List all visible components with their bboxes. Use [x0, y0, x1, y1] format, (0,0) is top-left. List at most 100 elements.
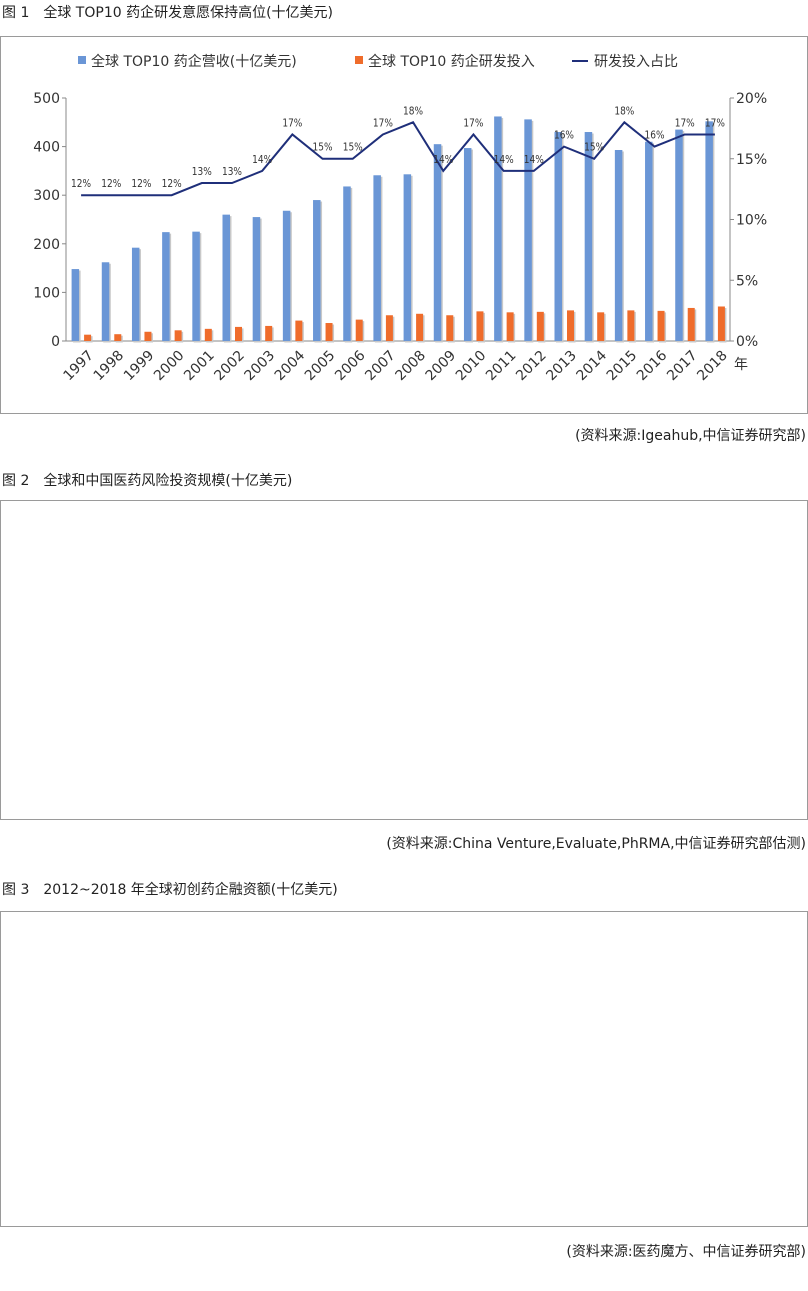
chart1-bar-rd	[446, 315, 454, 341]
chart1-bar-revenue	[403, 174, 412, 341]
chart1-bar-rd	[174, 330, 182, 341]
chart1-bar-revenue	[524, 119, 532, 341]
chart1-x-tick-label: 2012	[513, 348, 550, 385]
chart1-bar-rd	[476, 311, 484, 341]
chart1-y-tick-label: 300	[33, 188, 60, 204]
chart1-x-tick-label: 2001	[181, 348, 218, 385]
chart1-x-tick-label: 2006	[332, 348, 369, 385]
chart1-y2-tick-label: 20%	[736, 91, 767, 107]
chart1-line-label: 18%	[403, 106, 423, 118]
chart1-bar-rd	[385, 315, 393, 341]
chart1-bar-rd	[416, 313, 424, 341]
chart1-bar-rd	[687, 307, 695, 341]
chart1-bar-rd	[114, 334, 122, 341]
chart1-bar-rd	[144, 331, 152, 341]
chart1-line-label: 12%	[162, 178, 182, 190]
chart1-legend-label: 全球 TOP10 药企营收(十亿美元)	[91, 53, 297, 70]
chart1-line-label: 12%	[71, 178, 91, 190]
chart1-x-tick-label: 2014	[574, 348, 611, 385]
chart1-x-tick-label: 2017	[664, 348, 701, 385]
chart1-legend-swatch	[78, 56, 86, 64]
chart1-bar-revenue	[252, 217, 261, 341]
chart1-line-label: 17%	[705, 118, 725, 130]
chart1-y-tick-label: 200	[33, 237, 60, 253]
figure-2-source: (资料来源:China Venture,Evaluate,PhRMA,中信证券研…	[386, 836, 806, 852]
chart1-bar-rd	[235, 326, 242, 341]
chart1-y2-tick-label: 15%	[736, 152, 767, 168]
chart1-bar-revenue	[463, 148, 472, 341]
chart1-bar-rd	[506, 312, 514, 341]
chart1-line-label: 18%	[614, 106, 634, 118]
chart1-x-tick-label: 2003	[242, 348, 279, 385]
chart1-y-tick-label: 100	[33, 285, 60, 301]
chart1-bar-revenue	[343, 186, 351, 341]
chart1-x-tick-label: 2010	[453, 348, 490, 385]
chart1-line-label: 14%	[433, 154, 453, 166]
chart1-line-label: 15%	[313, 142, 333, 154]
chart1-bar-revenue	[645, 141, 653, 341]
chart1-bar-rd	[717, 306, 725, 341]
chart1-bar-revenue	[675, 129, 683, 341]
chart1-y-tick-label: 500	[33, 91, 60, 107]
chart1-bar-rd	[627, 310, 635, 341]
chart1-line-label: 14%	[524, 154, 544, 166]
chart1-bar-revenue	[162, 232, 170, 341]
chart1-legend-label: 研发投入占比	[594, 54, 678, 70]
chart1-y-tick-label: 0	[51, 334, 60, 350]
chart1-y2-tick-label: 0%	[736, 334, 758, 350]
chart1-bar-revenue	[433, 144, 442, 341]
chart1-bar-rd	[657, 310, 665, 341]
chart1-bar-rd	[84, 334, 92, 341]
chart1-line-label: 12%	[101, 178, 121, 190]
chart1-bar-revenue	[313, 200, 321, 341]
figure-3-frame	[0, 911, 808, 1227]
figure-2-frame	[0, 500, 808, 820]
chart1-bar-revenue	[71, 269, 80, 341]
chart1-line-label: 13%	[192, 166, 212, 178]
chart1-x-tick-label: 2009	[423, 348, 460, 385]
chart1-x-unit: 年	[734, 357, 748, 373]
chart1-line-label: 14%	[494, 154, 514, 166]
chart1-bar-rd	[355, 319, 363, 341]
chart1-legend-label: 全球 TOP10 药企研发投入	[368, 53, 535, 70]
chart1-x-tick-label: 2015	[604, 348, 641, 385]
chart1-bar-rd	[295, 320, 303, 341]
chart1-bar-revenue	[494, 116, 502, 341]
chart1-x-tick-label: 2016	[634, 348, 671, 385]
chart1-legend-swatch	[355, 56, 363, 64]
chart1-x-tick-label: 2011	[483, 348, 520, 385]
chart1-line-label: 17%	[282, 118, 302, 130]
chart1-x-tick-label: 1998	[91, 348, 128, 385]
figure-1-source: (资料来源:Igeahub,中信证券研究部)	[575, 428, 806, 444]
chart1-line-label: 16%	[554, 130, 574, 142]
chart1-line-label: 17%	[463, 118, 483, 130]
chart1-line-label: 15%	[343, 142, 363, 154]
chart1-x-tick-label: 2002	[211, 348, 248, 385]
chart1-y2-tick-label: 10%	[736, 213, 767, 229]
chart1-x-tick-label: 2007	[362, 348, 399, 385]
chart1-bar-revenue	[101, 262, 110, 341]
figure-3-source: (资料来源:医药魔方、中信证券研究部)	[566, 1244, 806, 1260]
figure-2-title: 图 2 全球和中国医药风险投资规模(十亿美元)	[2, 473, 293, 489]
chart1-line-label: 13%	[222, 166, 242, 178]
chart1-x-tick-label: 1997	[60, 348, 97, 385]
chart1-x-tick-label: 2004	[272, 348, 309, 385]
chart1-bar-rd	[325, 323, 333, 341]
chart1-bar-rd	[265, 325, 273, 341]
figure-1-title: 图 1 全球 TOP10 药企研发意愿保持高位(十亿美元)	[2, 5, 334, 21]
chart1-bar-revenue	[614, 150, 623, 341]
chart1-bar-rd	[536, 311, 544, 341]
chart1-y2-tick-label: 5%	[736, 273, 758, 289]
figure-3-title: 图 3 2012~2018 年全球初创药企融资额(十亿美元)	[2, 882, 338, 898]
chart1-line-label: 17%	[675, 118, 695, 130]
chart1-bar-rd	[597, 312, 605, 341]
chart1-bar-revenue	[584, 132, 593, 341]
chart1-y-tick-label: 400	[33, 140, 60, 156]
chart1-bar-revenue	[705, 121, 713, 341]
chart1-bar-revenue	[554, 132, 562, 341]
chart1-x-tick-label: 1999	[121, 348, 158, 385]
chart1-line-label: 12%	[131, 178, 151, 190]
chart1-bar-revenue	[192, 231, 200, 341]
chart1-line-label: 15%	[584, 142, 604, 154]
chart1-line-label: 16%	[645, 130, 665, 142]
